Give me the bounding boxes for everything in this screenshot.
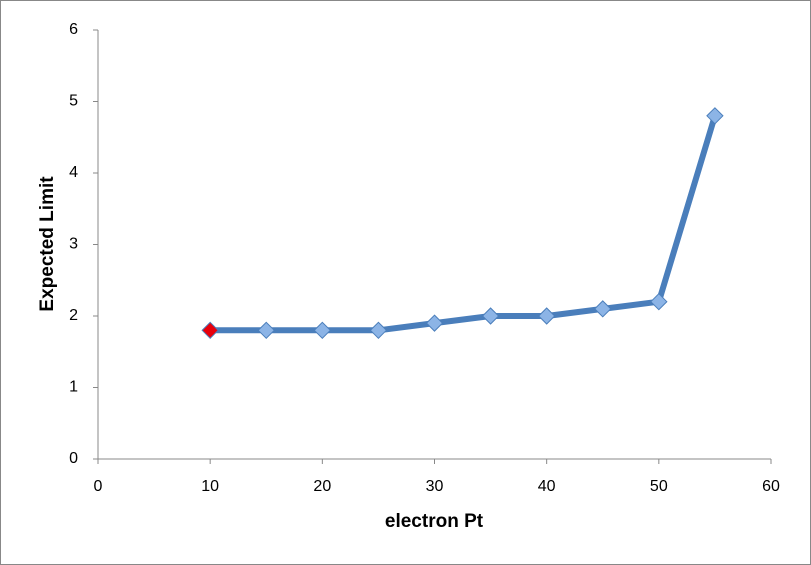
y-tick-label: 4 [69, 164, 78, 181]
y-axis-title: Expected Limit [37, 176, 58, 312]
x-tick-label: 50 [650, 478, 668, 495]
marker [257, 321, 275, 340]
x-tick-label: 60 [762, 478, 780, 495]
marker [594, 300, 612, 318]
y-tick-label: 6 [69, 21, 78, 38]
x-axis-title: electron Pt [385, 511, 484, 532]
marker [650, 292, 668, 311]
series-line [210, 114, 718, 334]
y-tick-label: 0 [69, 450, 78, 467]
y-tick-label: 1 [69, 379, 78, 396]
x-tick-label: 40 [538, 478, 556, 495]
marker [425, 314, 444, 332]
marker [369, 321, 388, 340]
y-tick-label: 3 [69, 236, 78, 253]
x-tick-label: 30 [426, 478, 444, 495]
marker [201, 321, 219, 340]
marker [706, 107, 724, 125]
marker [481, 307, 500, 325]
y-tick-label: 5 [69, 93, 78, 110]
marker [313, 321, 332, 340]
marker [537, 307, 556, 325]
y-tick-label: 2 [69, 307, 78, 324]
x-tick-label: 10 [201, 478, 219, 495]
x-tick-label: 0 [94, 478, 103, 495]
x-tick-label: 20 [313, 478, 331, 495]
